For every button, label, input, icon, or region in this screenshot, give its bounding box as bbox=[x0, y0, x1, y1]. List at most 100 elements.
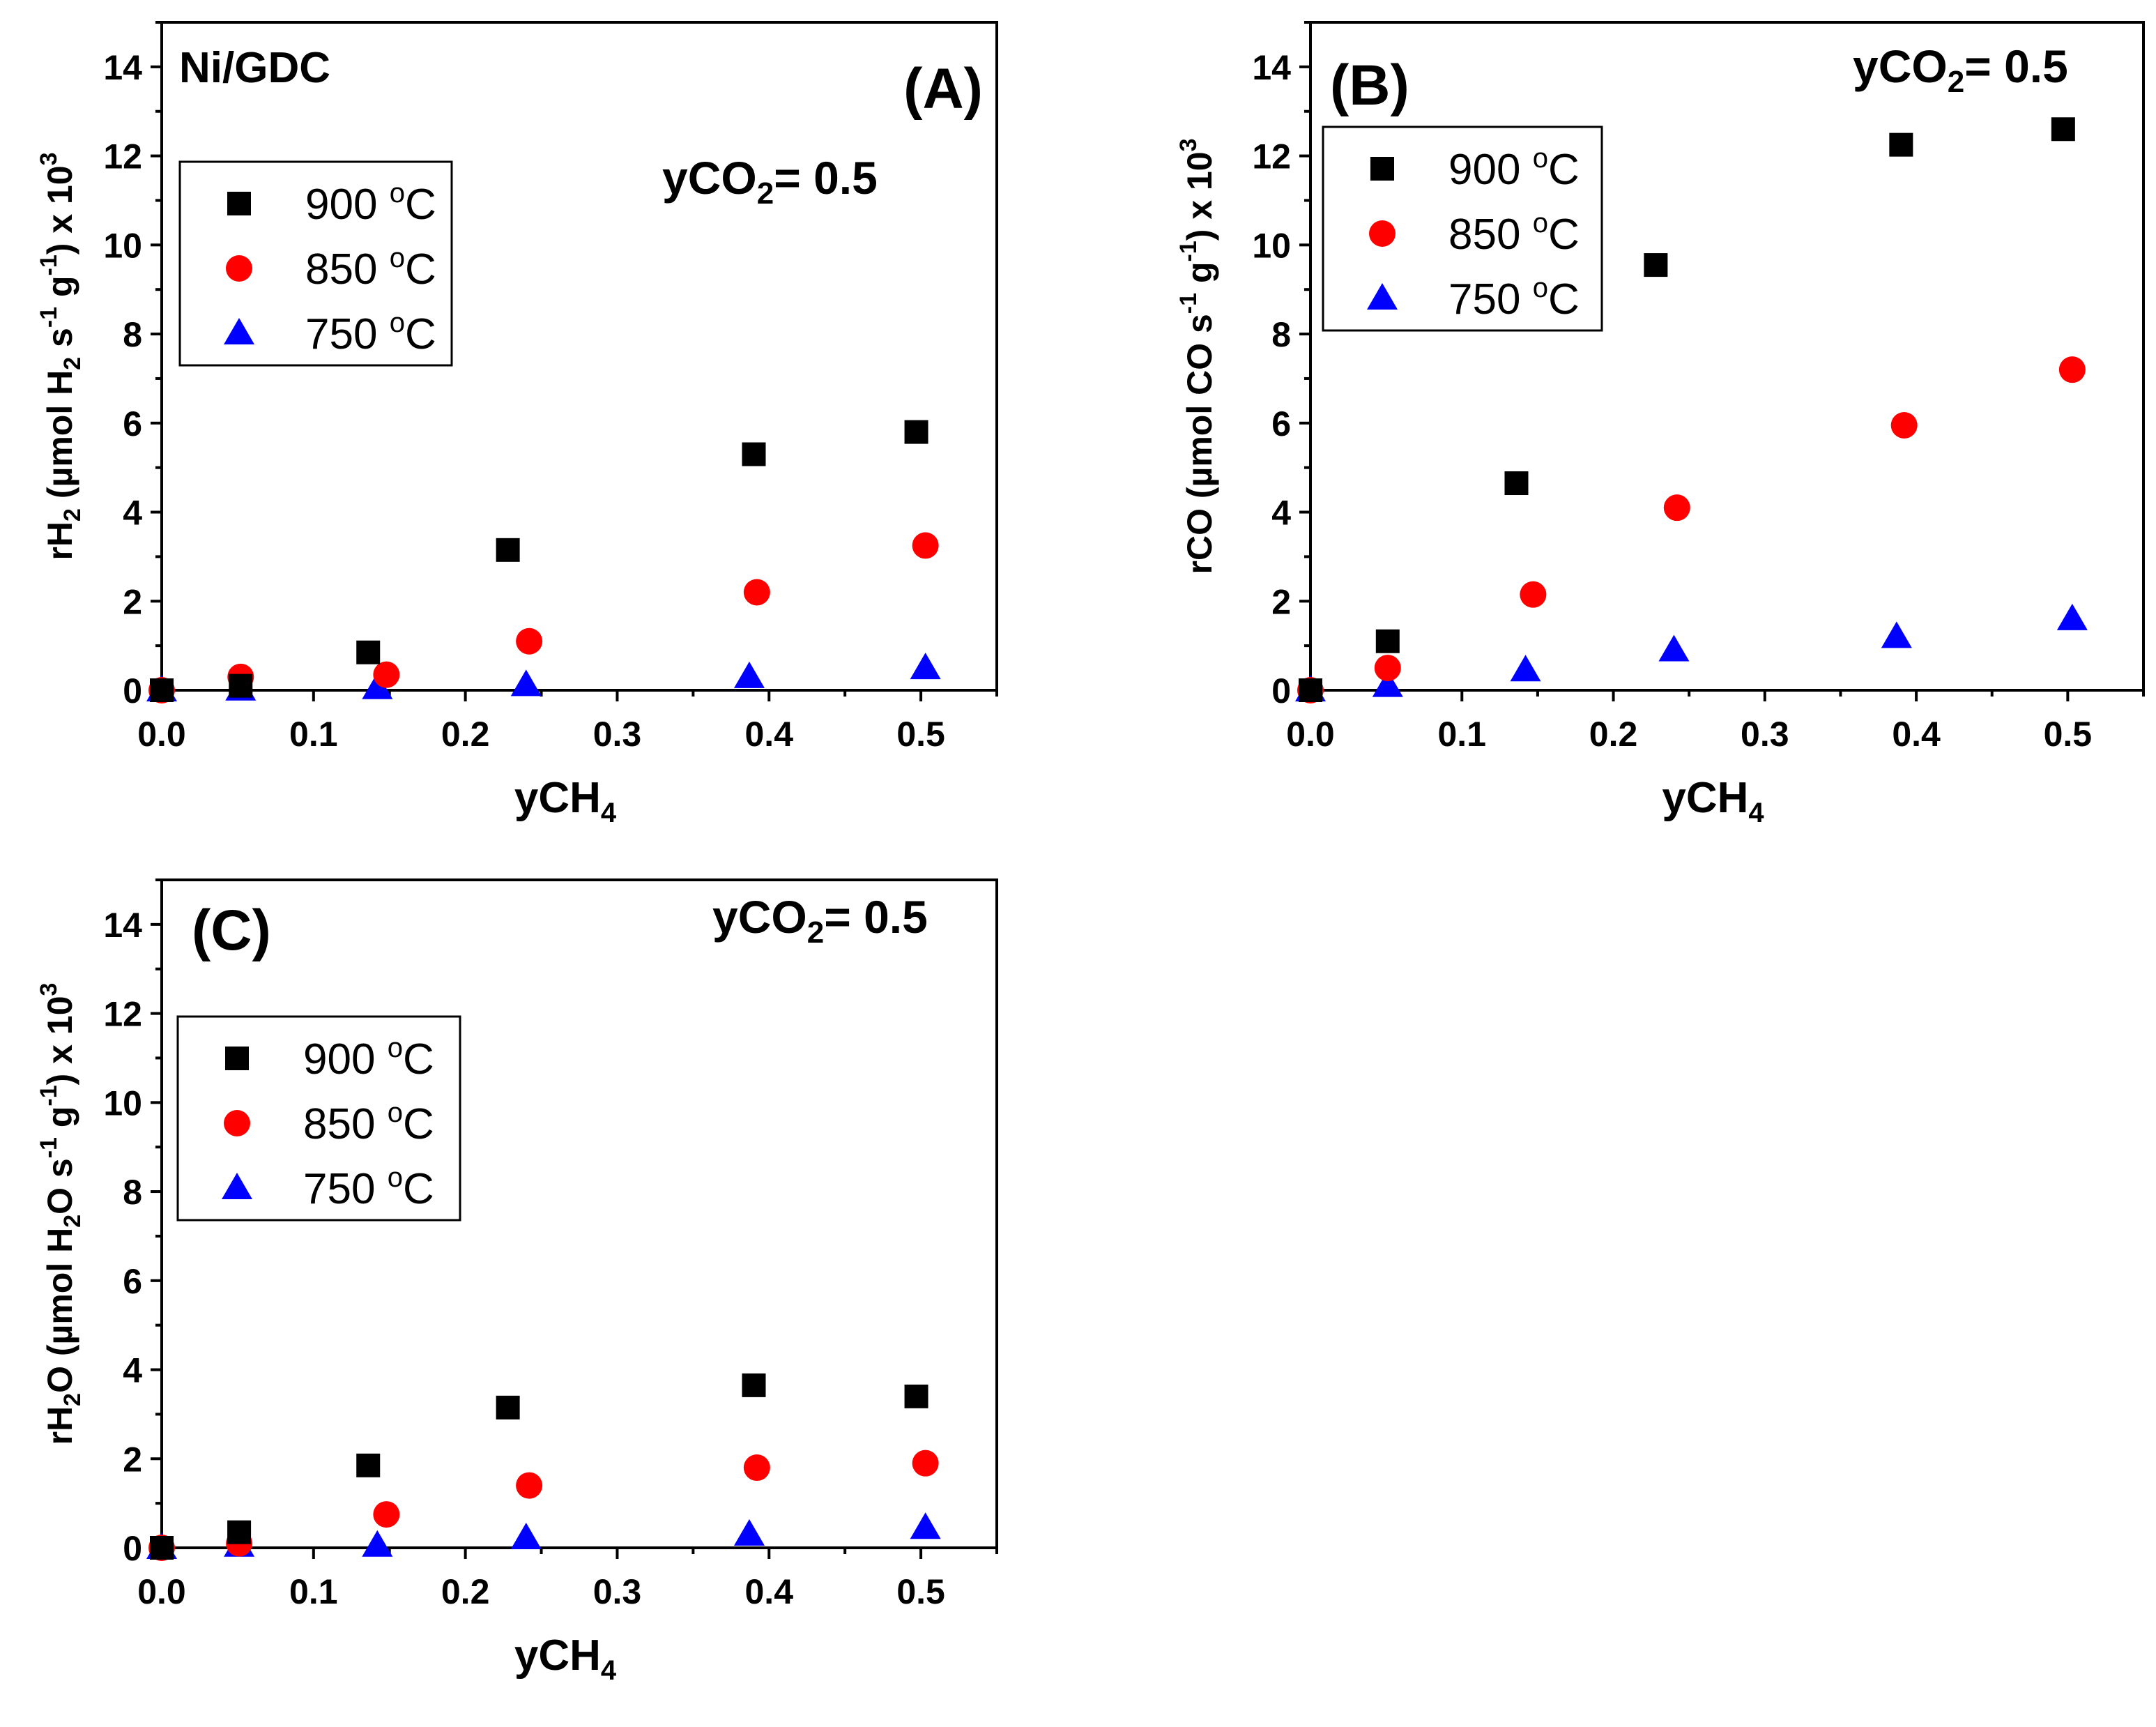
y-tick-label: 12 bbox=[103, 137, 142, 176]
x-tick-label: 0.1 bbox=[1438, 715, 1487, 754]
legend-label-850: 850 oC bbox=[303, 1097, 434, 1148]
legend-marker-900 bbox=[225, 1047, 249, 1070]
x-axis-label: yCH4 bbox=[1662, 774, 1764, 828]
legend-label-900: 900 oC bbox=[305, 178, 436, 229]
data-point-900 bbox=[1504, 471, 1529, 496]
legend-label-900: 900 oC bbox=[1448, 143, 1580, 194]
data-point-850 bbox=[2058, 356, 2086, 383]
legend-box bbox=[178, 160, 453, 367]
data-point-900 bbox=[742, 442, 766, 466]
y-tick-label: 0 bbox=[123, 671, 142, 710]
legend-marker-750 bbox=[224, 318, 254, 344]
data-point-750 bbox=[510, 669, 542, 697]
y-tick-label: 2 bbox=[1271, 582, 1291, 621]
condition-label: yCO2= 0.5 bbox=[662, 152, 878, 211]
y-axis-label: rH2O (µmol H2O s-1 g-1) x 103 bbox=[36, 983, 86, 1445]
panel-c: 0.0 0.1 0.2 0.3 0.4 0.5 0 2 4 6 8 10 12 14 yCH4 rH2O (µ… bbox=[36, 878, 998, 1686]
y-tick-label: 10 bbox=[103, 1083, 142, 1123]
data-point-850 bbox=[516, 627, 543, 655]
y-tick-label: 6 bbox=[123, 1262, 142, 1301]
data-point-850 bbox=[1520, 581, 1547, 608]
data-point-850 bbox=[743, 1454, 770, 1482]
data-point-900 bbox=[742, 1373, 766, 1397]
y-tick-label: 10 bbox=[103, 226, 142, 265]
data-point-750 bbox=[910, 1512, 941, 1539]
plot-frame bbox=[160, 878, 998, 1549]
series-750 bbox=[146, 1512, 941, 1559]
data-point-750 bbox=[733, 1519, 765, 1546]
y-tick-label: 0 bbox=[1271, 671, 1291, 710]
series-850 bbox=[148, 532, 939, 703]
x-tick-label: 0.3 bbox=[593, 715, 642, 754]
data-point-900 bbox=[1889, 132, 1913, 157]
x-tick-label: 0.2 bbox=[441, 1572, 490, 1611]
panel-b: 0.0 0.1 0.2 0.3 0.4 0.5 0 2 4 6 8 10 12 14 yCH4 rCO (µm… bbox=[1175, 21, 2145, 828]
y-tick-label: 4 bbox=[123, 494, 142, 533]
legend-label-750: 750 oC bbox=[1448, 273, 1580, 324]
legend-marker-850 bbox=[1369, 220, 1396, 247]
legend-marker-850 bbox=[224, 1110, 250, 1136]
y-tick-label: 12 bbox=[103, 995, 142, 1034]
panel-label: (A) bbox=[903, 57, 983, 121]
panel-label: (C) bbox=[192, 899, 271, 962]
data-point-750 bbox=[1372, 670, 1403, 697]
x-tick-label: 0.0 bbox=[137, 715, 186, 754]
condition-label: yCO2= 0.5 bbox=[712, 891, 928, 950]
y-tick-label: 10 bbox=[1252, 226, 1291, 265]
y-tick-label: 4 bbox=[123, 1351, 142, 1390]
x-tick-label: 0.5 bbox=[2044, 715, 2093, 754]
series-900 bbox=[150, 420, 928, 702]
x-tick-label: 0.1 bbox=[289, 715, 338, 754]
data-point-900 bbox=[229, 674, 253, 698]
data-point-850 bbox=[1374, 655, 1401, 682]
y-tick-label: 8 bbox=[123, 1173, 142, 1212]
y-tick-label: 0 bbox=[123, 1529, 142, 1568]
data-point-750 bbox=[2056, 603, 2088, 630]
x-tick-label: 0.2 bbox=[1589, 715, 1638, 754]
data-point-750 bbox=[362, 672, 393, 699]
legend-label-850: 850 oC bbox=[1448, 208, 1580, 259]
data-point-750 bbox=[510, 1522, 542, 1549]
y-tick-label: 6 bbox=[123, 404, 142, 443]
x-tick-label: 0.0 bbox=[137, 1572, 186, 1611]
legend-marker-750 bbox=[222, 1173, 252, 1199]
x-tick-label: 0.4 bbox=[745, 1572, 794, 1611]
series-750 bbox=[1295, 603, 2088, 701]
data-point-850 bbox=[1890, 411, 1918, 439]
y-tick-label: 14 bbox=[1252, 48, 1291, 87]
data-point-900 bbox=[1299, 678, 1322, 702]
data-point-750 bbox=[733, 661, 765, 688]
data-point-750 bbox=[1881, 621, 1912, 648]
x-tick-label: 0.1 bbox=[289, 1572, 338, 1611]
data-point-900 bbox=[904, 420, 928, 444]
legend: 900 oC 850 oC 750 oC bbox=[1322, 125, 1603, 332]
legend: 900 oC 850 oC 750 oC bbox=[176, 1015, 461, 1222]
x-tick-label: 0.0 bbox=[1286, 715, 1335, 754]
x-axis-label: yCH4 bbox=[514, 774, 617, 828]
series-750 bbox=[146, 653, 941, 701]
data-point-900 bbox=[2051, 117, 2075, 142]
data-point-900 bbox=[496, 538, 520, 562]
x-tick-label: 0.2 bbox=[441, 715, 490, 754]
y-axis-label: rH2 (µmol H2 s-1 g-1) x 103 bbox=[36, 152, 86, 560]
legend-box bbox=[1322, 125, 1603, 332]
legend-marker-900 bbox=[227, 192, 251, 215]
y-tick-label: 2 bbox=[123, 582, 142, 621]
condition-label: yCO2= 0.5 bbox=[1853, 40, 2068, 99]
plot-frame bbox=[1309, 21, 2145, 692]
x-tick-label: 0.3 bbox=[593, 1572, 642, 1611]
data-point-900 bbox=[496, 1395, 520, 1420]
series-900 bbox=[1299, 117, 2075, 702]
legend-marker-900 bbox=[1370, 157, 1394, 181]
data-point-900 bbox=[356, 640, 381, 664]
y-tick-label: 12 bbox=[1252, 137, 1291, 176]
plot-frame bbox=[160, 21, 998, 692]
x-tick-label: 0.4 bbox=[1892, 715, 1941, 754]
panel-label: (B) bbox=[1330, 54, 1409, 117]
x-tick-label: 0.4 bbox=[745, 715, 794, 754]
data-point-750 bbox=[362, 1530, 393, 1557]
x-tick-label: 0.5 bbox=[896, 1572, 945, 1611]
legend-label-750: 750 oC bbox=[303, 1162, 434, 1213]
panel-a: 0.0 0.1 0.2 0.3 0.4 0.5 0 2 4 6 8 10 12 14 yCH4 rH2 (µm… bbox=[36, 21, 998, 828]
data-point-750 bbox=[910, 653, 941, 680]
